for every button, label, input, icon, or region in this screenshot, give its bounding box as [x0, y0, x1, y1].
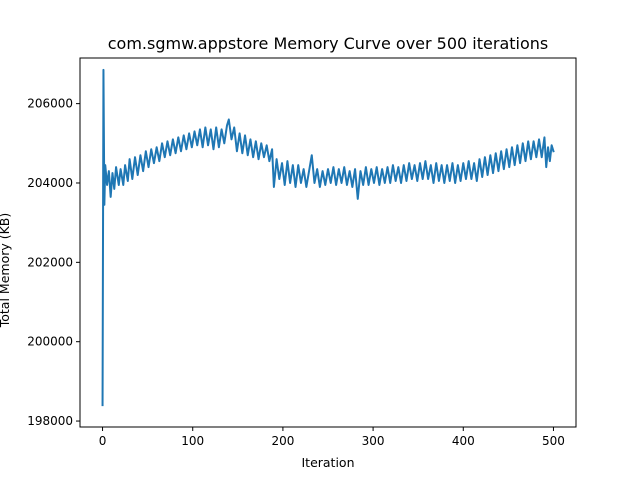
y-axis-label: Total Memory (KB): [0, 213, 12, 329]
x-tick-label: 200: [271, 434, 294, 448]
y-tick-label: 198000: [27, 414, 73, 428]
y-axis-ticks: 198000 200000 202000 204000 206000: [27, 97, 80, 428]
x-tick-label: 0: [99, 434, 107, 448]
x-tick-label: 100: [181, 434, 204, 448]
y-tick-label: 206000: [27, 97, 73, 111]
y-tick-label: 204000: [27, 176, 73, 190]
plot-frame: [79, 57, 577, 428]
y-tick-label: 200000: [27, 335, 73, 349]
x-tick-label: 400: [452, 434, 475, 448]
series-line-0: [101, 68, 555, 407]
y-tick-label: 202000: [27, 255, 73, 269]
series-layer: [101, 68, 555, 407]
x-axis-label: Iteration: [301, 455, 354, 470]
x-tick-label: 500: [542, 434, 565, 448]
x-tick-label: 300: [362, 434, 385, 448]
plot-area: [79, 57, 577, 428]
chart-title: com.sgmw.appstore Memory Curve over 500 …: [108, 34, 548, 53]
x-axis-ticks: 0 100 200 300 400 500: [99, 427, 565, 448]
